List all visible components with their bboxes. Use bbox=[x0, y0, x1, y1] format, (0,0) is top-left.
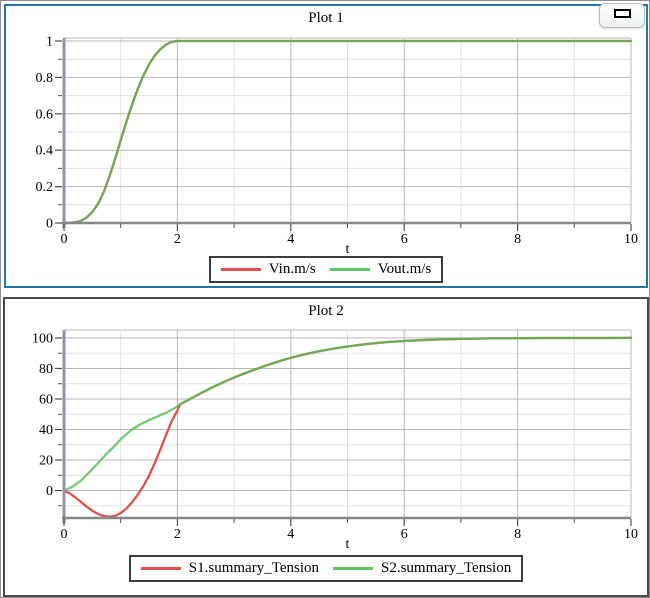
plot1-canvas[interactable]: 0 2 4 6 8 10 0 0.2 0.4 0.6 0.8 1 bbox=[6, 6, 646, 286]
plot1-legend: Vin.m/s Vout.m/s bbox=[208, 256, 444, 283]
plot1-x-axis-label: t bbox=[345, 242, 350, 257]
axes bbox=[62, 330, 631, 523]
tick-labels: 0 2 4 6 8 10 0 0.2 0.4 0.6 0.8 1 bbox=[36, 35, 639, 247]
y-tick-label: 0.4 bbox=[36, 144, 54, 159]
curves bbox=[62, 39, 633, 225]
legend-label: S1.summary_Tension bbox=[188, 560, 319, 576]
y-tick-label: 0.8 bbox=[36, 71, 54, 86]
plot-frame bbox=[64, 329, 632, 518]
y-tick-label: 80 bbox=[39, 362, 53, 377]
legend-item: Vout.m/s bbox=[329, 261, 432, 278]
plot2-title: Plot 2 bbox=[308, 303, 344, 319]
y-tick-label: 0.6 bbox=[36, 107, 54, 122]
plot1-title: Plot 1 bbox=[308, 10, 344, 26]
y-tick-label: 0 bbox=[46, 484, 53, 499]
legend-item: S2.summary_Tension bbox=[333, 560, 511, 577]
x-tick-label: 10 bbox=[624, 527, 638, 542]
x-tick-label: 6 bbox=[401, 527, 408, 542]
x-tick-label: 0 bbox=[61, 232, 68, 247]
curve-S2.summary_Tension bbox=[62, 336, 633, 492]
y-tick-label: 1 bbox=[46, 35, 53, 50]
x-tick-label: 6 bbox=[401, 232, 408, 247]
tick-marks bbox=[55, 337, 632, 526]
y-tick-label: 20 bbox=[39, 454, 53, 469]
x-tick-label: 2 bbox=[174, 232, 181, 247]
y-tick-label: 60 bbox=[39, 392, 53, 407]
red-line-swatch bbox=[140, 567, 181, 570]
green-line-swatch bbox=[333, 567, 373, 570]
plot2-legend: S1.summary_Tension S2.summary_Tension bbox=[128, 555, 524, 582]
y-tick-label: 0 bbox=[46, 217, 53, 232]
tick-marks bbox=[55, 40, 632, 231]
x-tick-label: 4 bbox=[287, 232, 294, 247]
plot2-panel[interactable]: Plot 2 0 2 4 6 8 10 0 20 40 60 80 100 t S1.summary_… bbox=[3, 297, 649, 597]
legend-label: Vin.m/s bbox=[268, 261, 316, 277]
curve-Vout.m/s bbox=[62, 39, 633, 225]
grid bbox=[64, 330, 632, 518]
axes bbox=[62, 38, 631, 228]
y-tick-label: 100 bbox=[32, 331, 53, 346]
red-line-swatch bbox=[220, 268, 261, 271]
legend-item: S1.summary_Tension bbox=[140, 560, 319, 577]
legend-item: Vin.m/s bbox=[220, 261, 316, 278]
plot2-legend-row: S1.summary_Tension S2.summary_Tension bbox=[5, 555, 647, 582]
plot1-panel[interactable]: Plot 1 0 2 4 6 8 10 0 0.2 0.4 0.6 0.8 1 t Vin.m/s V… bbox=[4, 3, 648, 288]
legend-label: Vout.m/s bbox=[377, 261, 432, 277]
y-tick-label: 40 bbox=[39, 423, 53, 438]
x-tick-label: 10 bbox=[624, 232, 638, 247]
x-tick-label: 8 bbox=[514, 232, 521, 247]
x-tick-label: 4 bbox=[287, 527, 294, 542]
y-tick-label: 0.2 bbox=[36, 180, 54, 195]
green-line-swatch bbox=[329, 268, 370, 271]
collapse-plot-button[interactable] bbox=[599, 3, 645, 28]
x-tick-label: 0 bbox=[61, 527, 68, 542]
minimize-icon bbox=[613, 8, 631, 18]
grid bbox=[64, 38, 632, 223]
plot-frame bbox=[64, 37, 632, 223]
legend-label: S2.summary_Tension bbox=[381, 560, 512, 576]
x-tick-label: 2 bbox=[174, 527, 181, 542]
plot2-x-axis-label: t bbox=[345, 537, 350, 552]
curves bbox=[62, 336, 633, 518]
plot1-legend-row: Vin.m/s Vout.m/s bbox=[6, 256, 646, 283]
x-tick-label: 8 bbox=[514, 527, 521, 542]
